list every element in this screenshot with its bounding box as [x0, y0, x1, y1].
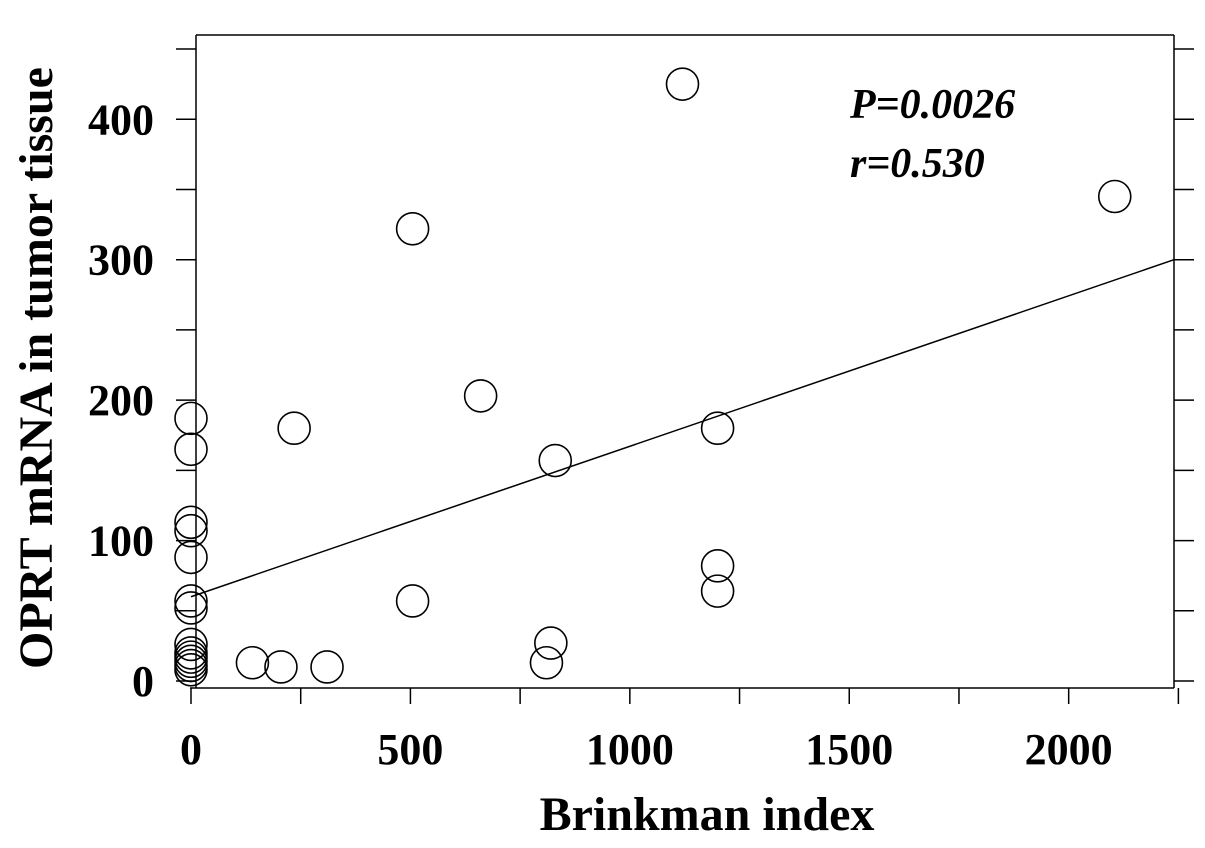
data-point — [174, 505, 208, 540]
p-value-annotation: P=0.0026 — [849, 82, 1015, 128]
x-tick-label: 2000 — [1025, 725, 1113, 774]
data-point — [665, 67, 700, 101]
data-point — [174, 591, 208, 625]
data-point — [264, 650, 298, 684]
data-point — [1097, 179, 1132, 214]
data-point — [395, 212, 430, 246]
y-tick-label: 0 — [132, 657, 154, 706]
data-point — [538, 443, 573, 478]
data-point — [174, 627, 208, 662]
y-tick-label: 400 — [88, 95, 154, 144]
data-point — [700, 411, 735, 446]
r-value-annotation: r=0.530 — [850, 141, 985, 187]
data-point — [463, 379, 498, 413]
data-point — [174, 584, 208, 618]
x-axis-title: Brinkman index — [540, 788, 875, 841]
data-points — [174, 67, 1132, 687]
trend-line — [190, 258, 1175, 598]
y-axis-title: OPRT mRNA in tumor tissue — [10, 67, 63, 669]
data-point — [529, 645, 564, 680]
data-point — [310, 650, 344, 684]
data-point — [174, 636, 208, 670]
y-tick-label: 200 — [88, 376, 154, 425]
x-tick-label: 0 — [180, 725, 202, 774]
x-tick-label: 500 — [377, 725, 443, 774]
data-point — [395, 584, 430, 618]
data-point — [700, 549, 735, 583]
x-tick-label: 1500 — [805, 725, 893, 774]
x-tick-label: 1000 — [586, 725, 674, 774]
data-point — [174, 401, 208, 436]
data-point — [700, 574, 735, 608]
y-tick-label: 300 — [88, 236, 154, 285]
data-point — [277, 411, 311, 446]
data-point — [235, 645, 270, 680]
axis-ticks — [176, 48, 1194, 704]
data-point — [174, 540, 208, 575]
y-tick-label: 100 — [88, 517, 154, 566]
data-point — [534, 626, 568, 660]
data-point — [174, 432, 208, 467]
data-point — [174, 513, 208, 548]
tick-labels: 0 500 1000 1500 2000 0 100 200 300 400 — [88, 95, 1113, 774]
